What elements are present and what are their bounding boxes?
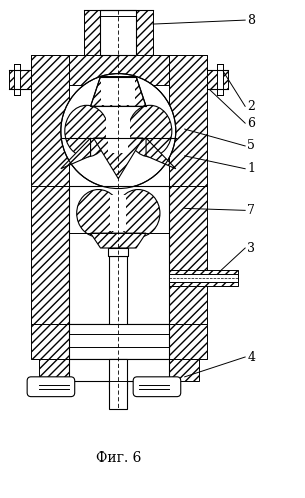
- Text: 4: 4: [247, 351, 255, 364]
- Bar: [39, 359, 69, 381]
- Ellipse shape: [116, 190, 160, 237]
- Bar: [108, 248, 116, 256]
- Bar: [106, 116, 130, 141]
- Bar: [108, 109, 128, 153]
- Bar: [169, 186, 206, 324]
- Text: 5: 5: [247, 139, 255, 152]
- Bar: [169, 324, 206, 359]
- Text: 2: 2: [247, 100, 255, 113]
- Bar: [109, 256, 127, 389]
- Bar: [31, 55, 206, 85]
- Circle shape: [61, 74, 176, 189]
- Bar: [100, 10, 136, 55]
- Polygon shape: [91, 233, 146, 248]
- Text: 6: 6: [247, 117, 255, 129]
- Bar: [69, 324, 169, 359]
- Text: Фиг. 6: Фиг. 6: [96, 451, 141, 465]
- Bar: [69, 359, 169, 381]
- Bar: [31, 186, 69, 324]
- FancyBboxPatch shape: [27, 377, 75, 396]
- FancyBboxPatch shape: [133, 377, 181, 396]
- Bar: [169, 359, 199, 381]
- Bar: [136, 10, 153, 55]
- Bar: [14, 64, 20, 96]
- Bar: [206, 70, 228, 90]
- Bar: [110, 196, 126, 231]
- Bar: [69, 186, 169, 324]
- Text: 3: 3: [247, 242, 255, 254]
- Bar: [108, 248, 128, 256]
- Bar: [102, 78, 135, 105]
- Polygon shape: [61, 138, 91, 169]
- Bar: [169, 274, 238, 282]
- Bar: [217, 64, 223, 96]
- Polygon shape: [94, 138, 143, 179]
- Text: 8: 8: [247, 13, 255, 26]
- Bar: [31, 55, 69, 186]
- Text: 7: 7: [247, 204, 255, 217]
- Ellipse shape: [77, 190, 120, 237]
- Polygon shape: [146, 138, 176, 169]
- Bar: [9, 70, 31, 90]
- Ellipse shape: [65, 105, 108, 157]
- Bar: [84, 10, 100, 55]
- Bar: [109, 359, 127, 408]
- Polygon shape: [91, 77, 146, 106]
- Bar: [31, 324, 69, 359]
- Ellipse shape: [128, 105, 172, 157]
- Bar: [169, 270, 238, 286]
- Bar: [120, 248, 128, 256]
- Bar: [169, 55, 206, 186]
- Text: 1: 1: [247, 162, 255, 175]
